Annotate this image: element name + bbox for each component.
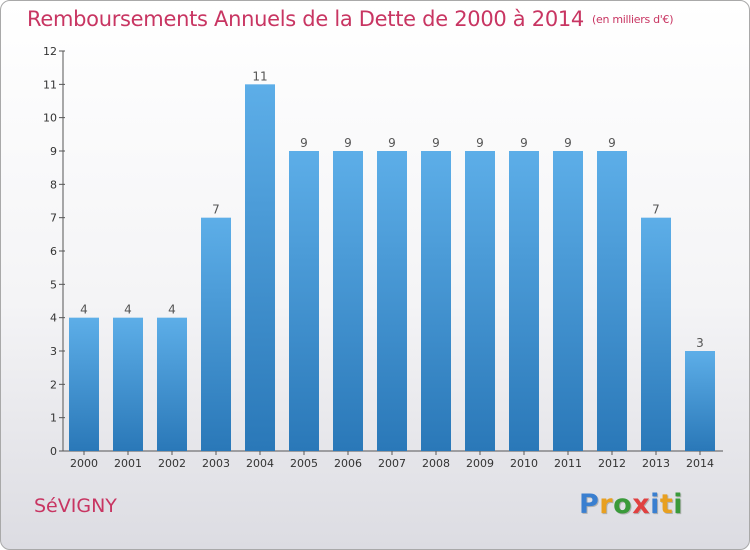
proxiti-logo[interactable]: Proxiti	[579, 489, 683, 520]
bar	[553, 151, 583, 451]
bar	[201, 217, 231, 451]
x-tick-label: 2012	[598, 457, 626, 470]
bar-value-label: 11	[252, 69, 267, 83]
bar-value-label: 4	[168, 303, 176, 317]
x-tick-label: 2014	[686, 457, 714, 470]
bar	[157, 317, 187, 451]
x-tick-label: 2000	[70, 457, 98, 470]
bar-value-label: 4	[124, 303, 132, 317]
x-tick-label: 2001	[114, 457, 142, 470]
bar	[377, 151, 407, 451]
bar-value-label: 9	[388, 136, 396, 150]
x-tick-label: 2009	[466, 457, 494, 470]
bar	[69, 317, 99, 451]
x-tick-label: 2013	[642, 457, 670, 470]
x-tick-label: 2006	[334, 457, 362, 470]
bar-value-label: 9	[520, 136, 528, 150]
y-tick-label: 3	[50, 345, 57, 358]
bar	[245, 84, 275, 451]
chart-title-text: Remboursements Annuels de la Dette de 20…	[27, 7, 584, 31]
logo-letter: P	[579, 489, 600, 520]
bar-value-label: 9	[432, 136, 440, 150]
bar-value-label: 9	[564, 136, 572, 150]
x-tick-label: 2004	[246, 457, 274, 470]
bar	[465, 151, 495, 451]
bar-value-label: 9	[476, 136, 484, 150]
x-tick-label: 2011	[554, 457, 582, 470]
y-tick-label: 5	[50, 278, 57, 291]
y-tick-label: 8	[50, 178, 57, 191]
x-tick-label: 2008	[422, 457, 450, 470]
logo-letter: t	[659, 489, 674, 520]
chart-title-unit: (en milliers d'€)	[592, 13, 674, 26]
y-tick-label: 2	[50, 378, 57, 391]
bar-value-label: 9	[608, 136, 616, 150]
bar-value-label: 9	[300, 136, 308, 150]
chart-bars	[69, 84, 715, 451]
x-tick-label: 2010	[510, 457, 538, 470]
y-tick-label: 11	[43, 78, 57, 91]
y-tick-label: 12	[43, 45, 57, 58]
y-tick-label: 9	[50, 145, 57, 158]
y-tick-label: 1	[50, 412, 57, 425]
bar	[685, 351, 715, 451]
logo-letter: i	[650, 489, 660, 520]
bar-value-label: 9	[344, 136, 352, 150]
x-tick-label: 2007	[378, 457, 406, 470]
bar	[289, 151, 319, 451]
y-tick-label: 0	[50, 445, 57, 458]
y-tick-label: 10	[43, 112, 57, 125]
x-tick-label: 2002	[158, 457, 186, 470]
y-tick-label: 4	[50, 312, 57, 325]
chart-title: Remboursements Annuels de la Dette de 20…	[27, 7, 673, 31]
bar	[641, 217, 671, 451]
x-tick-label: 2003	[202, 457, 230, 470]
logo-letter: x	[632, 489, 651, 520]
bar	[333, 151, 363, 451]
logo-letter: o	[613, 489, 633, 520]
chart-labels: 4 4 4 7 11 9 9 9 9 9 9 9 9 7 3	[80, 69, 704, 350]
bar-value-label: 4	[80, 303, 88, 317]
x-tick-label: 2005	[290, 457, 318, 470]
bar	[421, 151, 451, 451]
bar-value-label: 7	[212, 203, 220, 217]
bar	[597, 151, 627, 451]
bar-value-label: 7	[652, 203, 660, 217]
logo-letter: r	[599, 489, 614, 520]
y-tick-label: 7	[50, 212, 57, 225]
bar	[113, 317, 143, 451]
bar	[509, 151, 539, 451]
commune-name: SéVIGNY	[34, 495, 117, 517]
bar-value-label: 3	[696, 336, 704, 350]
logo-letter: i	[673, 489, 684, 520]
y-tick-label: 6	[50, 245, 57, 258]
